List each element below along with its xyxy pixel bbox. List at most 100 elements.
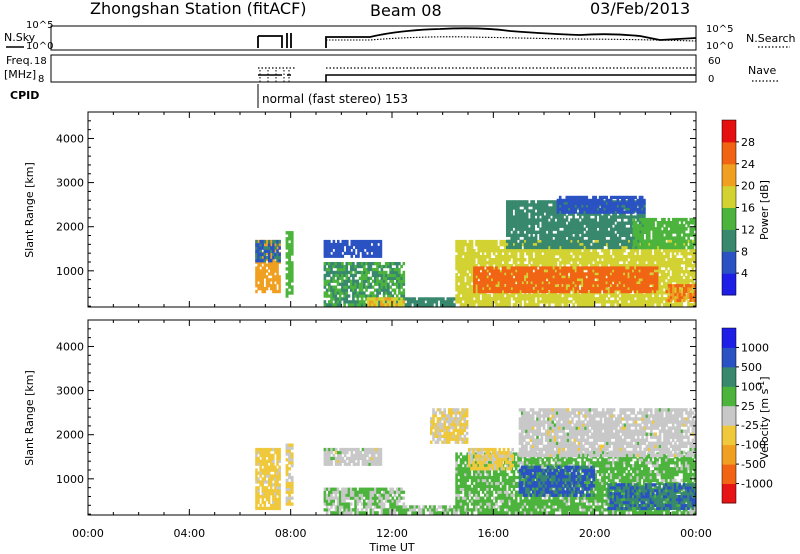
power-cell bbox=[347, 303, 351, 307]
power-cell bbox=[654, 297, 657, 301]
power-cell bbox=[663, 227, 666, 231]
power-cell bbox=[517, 215, 520, 219]
power-cell bbox=[569, 281, 573, 285]
power-cell bbox=[376, 291, 379, 295]
power-cell bbox=[255, 249, 258, 253]
power-cell bbox=[642, 278, 646, 282]
power-cell bbox=[402, 288, 406, 292]
power-cell bbox=[572, 294, 575, 298]
power-cell bbox=[554, 261, 558, 265]
power-cell bbox=[464, 273, 467, 277]
power-cell bbox=[682, 233, 686, 237]
power-cell bbox=[660, 273, 664, 277]
power-cell bbox=[361, 239, 365, 244]
power-cell bbox=[345, 273, 349, 278]
power-cell bbox=[495, 289, 498, 294]
power-cell bbox=[288, 249, 291, 253]
power-cell bbox=[336, 276, 340, 280]
power-cell bbox=[510, 206, 513, 210]
power-cell bbox=[689, 279, 692, 283]
power-cell bbox=[693, 255, 697, 259]
power-cell bbox=[514, 266, 518, 270]
power-cell bbox=[605, 288, 609, 292]
power-cell bbox=[616, 255, 620, 259]
power-cell bbox=[363, 294, 366, 298]
power-cell bbox=[645, 242, 649, 247]
power-cell bbox=[685, 284, 688, 288]
power-cell bbox=[654, 255, 657, 259]
power-cell bbox=[603, 264, 606, 268]
power-cell bbox=[488, 239, 492, 244]
power-cell bbox=[374, 294, 377, 298]
power-cell bbox=[526, 276, 529, 280]
power-cell bbox=[534, 233, 538, 237]
power-cell bbox=[481, 258, 485, 262]
power-cell bbox=[534, 212, 538, 216]
power-cell bbox=[367, 279, 370, 283]
power-cell bbox=[486, 300, 489, 304]
power-cell bbox=[528, 258, 531, 262]
power-cell bbox=[672, 236, 675, 240]
power-cell bbox=[541, 200, 544, 204]
power-cell bbox=[497, 246, 500, 250]
power-cell bbox=[285, 276, 289, 280]
power-cell bbox=[585, 272, 588, 276]
power-cell bbox=[639, 217, 642, 222]
power-cell bbox=[484, 289, 487, 294]
power-cell bbox=[530, 212, 533, 216]
power-cell bbox=[391, 270, 395, 275]
power-cell bbox=[521, 209, 525, 213]
power-cell bbox=[567, 210, 571, 214]
power-cell bbox=[523, 258, 527, 262]
power-cell bbox=[341, 273, 344, 278]
power-cell bbox=[479, 287, 483, 291]
power-cell bbox=[576, 230, 580, 234]
power-cell bbox=[625, 210, 628, 214]
power-cell bbox=[556, 275, 560, 279]
power-cell bbox=[367, 267, 370, 272]
power-cell bbox=[641, 233, 644, 237]
power-cell bbox=[530, 269, 533, 273]
power-cell bbox=[470, 249, 474, 253]
power-cell bbox=[561, 297, 564, 301]
power-cell bbox=[649, 264, 653, 268]
power-cell bbox=[621, 239, 624, 244]
power-cell bbox=[639, 245, 642, 250]
power-cell bbox=[323, 262, 327, 266]
power-cell bbox=[479, 249, 483, 253]
power-cell bbox=[618, 224, 622, 228]
power-cell bbox=[609, 204, 613, 208]
power-cell bbox=[576, 224, 580, 228]
power-cell bbox=[620, 297, 624, 301]
power-cell bbox=[261, 243, 264, 247]
power-cell bbox=[413, 300, 417, 304]
power-cell bbox=[676, 239, 679, 243]
power-cell bbox=[561, 204, 564, 208]
power-cell bbox=[492, 242, 496, 247]
power-cell bbox=[654, 217, 658, 222]
power-cell bbox=[671, 303, 675, 307]
power-cell bbox=[501, 287, 505, 291]
power-cell bbox=[579, 215, 582, 219]
power-cell bbox=[435, 303, 439, 307]
power-cell bbox=[607, 291, 611, 295]
power-cell bbox=[587, 204, 591, 208]
power-cell bbox=[598, 278, 602, 282]
power-cell bbox=[462, 267, 465, 271]
power-cell bbox=[464, 285, 467, 289]
power-cell bbox=[634, 245, 637, 250]
power-cell bbox=[341, 291, 344, 295]
power-cell bbox=[288, 276, 291, 280]
power-cell bbox=[343, 294, 346, 298]
power-cell bbox=[638, 255, 642, 259]
power-cell bbox=[567, 300, 571, 304]
power-cell bbox=[382, 294, 386, 298]
power-cell bbox=[545, 252, 549, 256]
power-cell bbox=[629, 287, 632, 291]
power-cell bbox=[680, 261, 684, 265]
power-cell bbox=[676, 273, 679, 277]
power-cell bbox=[592, 210, 595, 214]
power-cell bbox=[422, 300, 425, 304]
power-cell bbox=[587, 272, 591, 276]
power-cell bbox=[348, 245, 351, 250]
